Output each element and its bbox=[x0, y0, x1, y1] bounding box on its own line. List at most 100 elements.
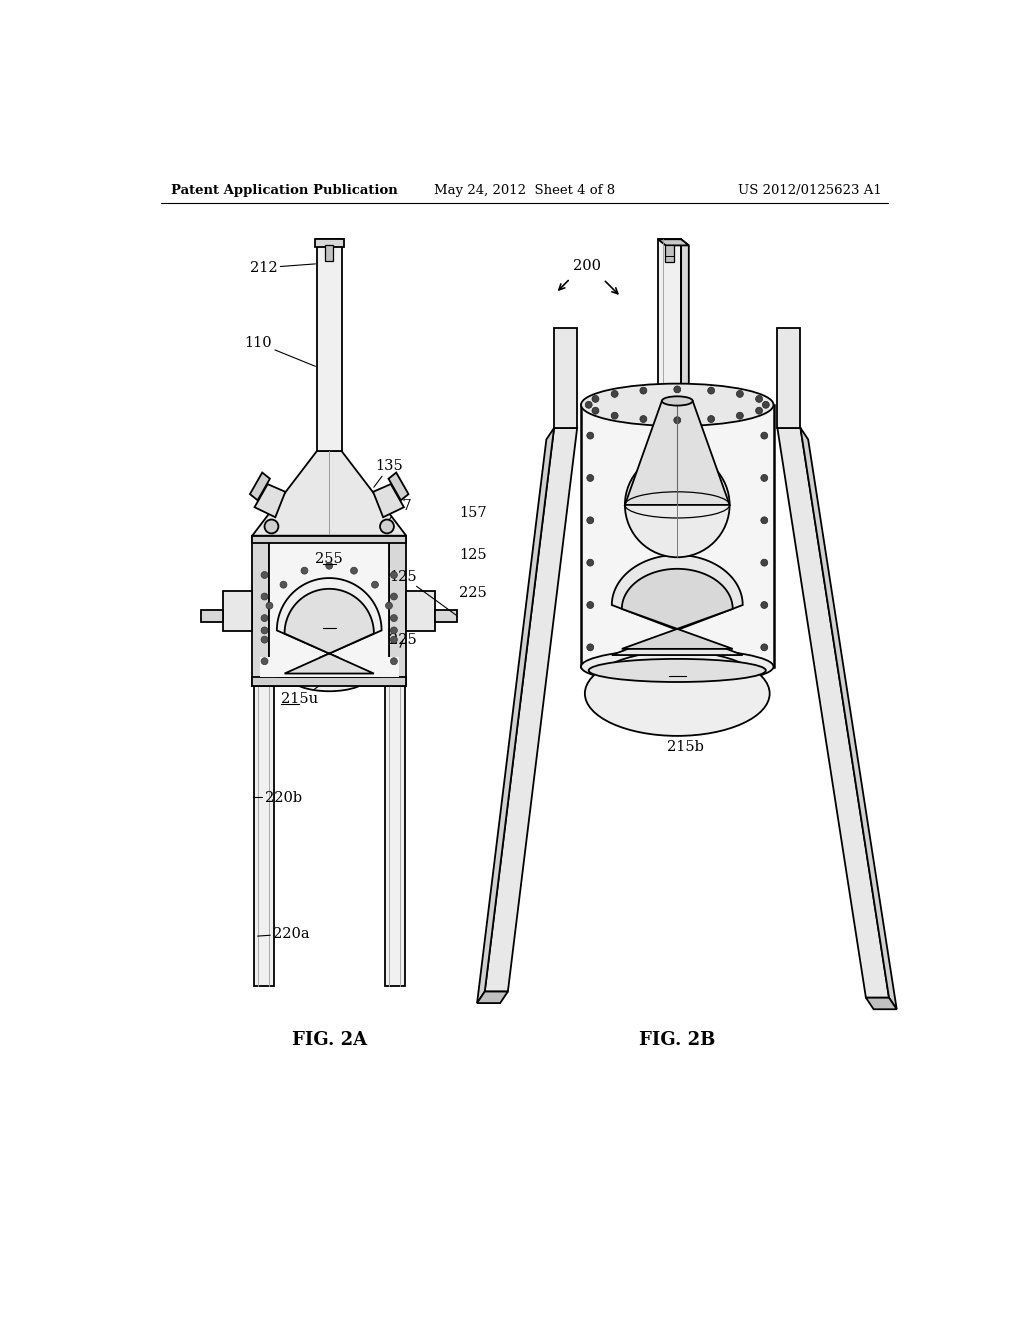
Polygon shape bbox=[255, 484, 286, 517]
Circle shape bbox=[708, 387, 715, 395]
Circle shape bbox=[261, 657, 268, 665]
Ellipse shape bbox=[290, 663, 369, 692]
Circle shape bbox=[708, 416, 715, 422]
Circle shape bbox=[592, 408, 599, 414]
Polygon shape bbox=[681, 239, 689, 392]
Polygon shape bbox=[622, 569, 733, 649]
Polygon shape bbox=[388, 473, 409, 500]
Text: 157: 157 bbox=[460, 506, 487, 520]
Polygon shape bbox=[625, 401, 730, 506]
Circle shape bbox=[385, 602, 392, 609]
Ellipse shape bbox=[585, 651, 770, 737]
Circle shape bbox=[350, 568, 357, 574]
Text: 215u: 215u bbox=[658, 664, 696, 677]
Circle shape bbox=[611, 391, 618, 397]
Ellipse shape bbox=[581, 649, 773, 684]
Circle shape bbox=[625, 453, 730, 557]
Circle shape bbox=[261, 636, 268, 643]
Circle shape bbox=[587, 560, 594, 566]
Ellipse shape bbox=[581, 384, 773, 426]
Circle shape bbox=[736, 412, 743, 420]
Polygon shape bbox=[866, 998, 897, 1010]
Bar bbox=[202, 610, 223, 622]
Circle shape bbox=[640, 416, 647, 422]
Bar bbox=[223, 591, 252, 631]
Bar bbox=[581, 405, 773, 667]
Polygon shape bbox=[801, 428, 897, 1010]
Bar bbox=[252, 536, 407, 544]
Text: Patent Application Publication: Patent Application Publication bbox=[171, 185, 397, 197]
Text: 220b: 220b bbox=[254, 791, 302, 804]
Ellipse shape bbox=[662, 396, 692, 405]
Text: 210: 210 bbox=[315, 615, 343, 630]
Circle shape bbox=[380, 520, 394, 533]
Circle shape bbox=[390, 636, 397, 643]
Bar bbox=[435, 610, 457, 622]
Circle shape bbox=[390, 572, 397, 578]
Bar bbox=[665, 246, 674, 263]
Bar bbox=[260, 657, 398, 677]
Polygon shape bbox=[777, 327, 801, 428]
Circle shape bbox=[372, 581, 379, 589]
Text: 225: 225 bbox=[460, 586, 487, 601]
Circle shape bbox=[756, 396, 763, 403]
Circle shape bbox=[390, 593, 397, 601]
Bar bbox=[389, 536, 407, 686]
Text: 255: 255 bbox=[315, 552, 343, 566]
Text: 215b: 215b bbox=[667, 741, 703, 755]
Circle shape bbox=[261, 615, 268, 622]
Circle shape bbox=[761, 517, 768, 524]
Bar bbox=[269, 536, 389, 686]
Circle shape bbox=[280, 581, 287, 589]
Text: 200: 200 bbox=[573, 259, 601, 273]
Circle shape bbox=[611, 412, 618, 420]
Polygon shape bbox=[484, 428, 578, 991]
Bar bbox=[314, 239, 344, 247]
Bar bbox=[658, 239, 681, 385]
Text: 110: 110 bbox=[245, 337, 315, 367]
Circle shape bbox=[586, 401, 592, 408]
Bar bbox=[326, 246, 333, 261]
Polygon shape bbox=[477, 428, 554, 1003]
Text: FIG. 2A: FIG. 2A bbox=[292, 1031, 367, 1049]
Text: 225: 225 bbox=[389, 632, 417, 647]
Circle shape bbox=[756, 408, 763, 414]
Circle shape bbox=[587, 474, 594, 482]
Polygon shape bbox=[554, 327, 578, 428]
Circle shape bbox=[587, 602, 594, 609]
Circle shape bbox=[301, 568, 308, 574]
Circle shape bbox=[674, 417, 681, 424]
Text: 125: 125 bbox=[389, 569, 457, 615]
Polygon shape bbox=[658, 239, 689, 246]
Circle shape bbox=[390, 615, 397, 622]
Text: May 24, 2012  Sheet 4 of 8: May 24, 2012 Sheet 4 of 8 bbox=[434, 185, 615, 197]
Bar bbox=[385, 686, 404, 986]
Polygon shape bbox=[252, 451, 407, 536]
Ellipse shape bbox=[589, 659, 766, 682]
Circle shape bbox=[761, 474, 768, 482]
Text: 135: 135 bbox=[374, 459, 403, 487]
Circle shape bbox=[674, 385, 681, 393]
Circle shape bbox=[762, 401, 769, 408]
Circle shape bbox=[261, 627, 268, 634]
Polygon shape bbox=[276, 578, 382, 677]
Polygon shape bbox=[285, 589, 374, 673]
Circle shape bbox=[261, 593, 268, 601]
Bar bbox=[407, 591, 435, 631]
Circle shape bbox=[736, 391, 743, 397]
Circle shape bbox=[587, 517, 594, 524]
Text: US 2012/0125623 A1: US 2012/0125623 A1 bbox=[737, 185, 882, 197]
Bar bbox=[254, 686, 273, 986]
Circle shape bbox=[761, 644, 768, 651]
Bar bbox=[252, 536, 269, 686]
Text: 220a: 220a bbox=[258, 927, 309, 941]
Polygon shape bbox=[611, 554, 742, 655]
Circle shape bbox=[261, 572, 268, 578]
Text: FIG. 2B: FIG. 2B bbox=[639, 1031, 716, 1049]
Circle shape bbox=[761, 432, 768, 440]
Circle shape bbox=[587, 644, 594, 651]
Bar bbox=[252, 677, 407, 686]
Circle shape bbox=[264, 520, 279, 533]
Text: 125: 125 bbox=[460, 548, 487, 562]
Circle shape bbox=[390, 657, 397, 665]
